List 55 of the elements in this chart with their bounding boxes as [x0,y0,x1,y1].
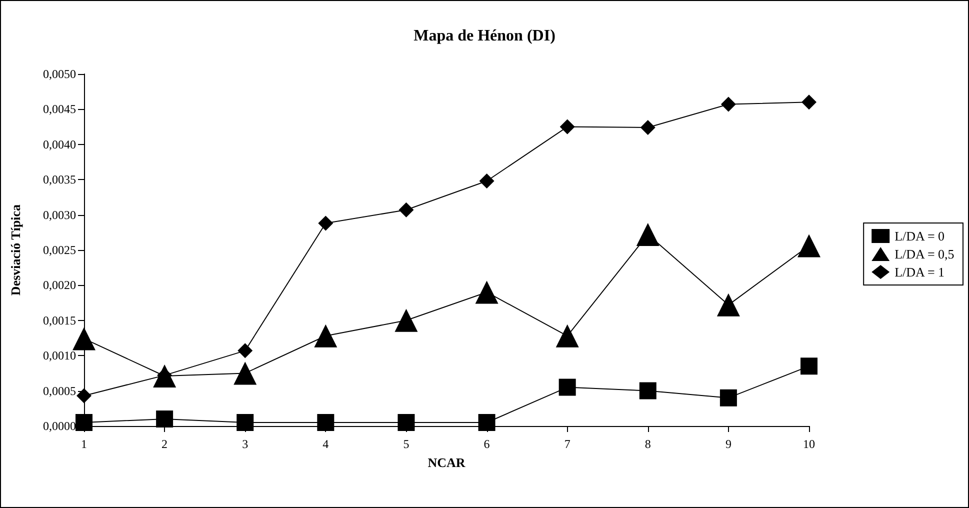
point [236,414,254,431]
point [802,94,816,110]
y-tick-label: 0,0025 [43,243,76,257]
point [716,293,740,316]
point [317,414,334,431]
point [398,414,415,431]
x-tick-label: 5 [403,437,410,451]
x-tick-label: 8 [644,437,651,451]
x-tick-label: 7 [564,437,570,451]
x-tick-label: 4 [322,437,329,451]
y-axis-title: Desviació Típica [8,204,23,296]
point [798,234,820,258]
point [394,308,418,332]
point [156,410,174,428]
point [76,388,92,404]
legend-label: L/DA = 1 [894,264,945,280]
point [72,327,96,350]
point [640,120,656,136]
point [314,324,338,348]
point [234,362,257,385]
point [556,324,579,348]
point [636,223,660,246]
y-tick-label: 0,0000 [43,419,76,433]
y-tick-label: 0,0005 [43,384,76,398]
point [479,174,494,189]
point [475,280,498,304]
x-tick-label: 3 [242,437,248,451]
point [639,382,656,400]
y-tick-label: 0,0040 [43,137,76,152]
legend-label: L/DA = 0 [894,228,945,244]
x-tick-label: 10 [803,437,815,451]
point [478,414,496,431]
point [720,96,736,112]
y-tick-label: 0,0050 [43,67,76,81]
point [398,202,414,218]
y-tick-label: 0,0045 [43,102,76,116]
x-axis-title: NCAR [428,455,466,470]
x-tick-label: 1 [81,437,87,451]
x-tick-label: 9 [725,437,732,451]
x-tick-label: 6 [484,437,490,451]
y-tick-label: 0,0020 [43,278,76,292]
point [558,378,576,396]
point [800,358,818,375]
y-tick-label: 0,0010 [43,348,76,363]
point [238,343,253,358]
x-tick-label: 2 [162,437,168,451]
y-tick-label: 0,0015 [43,313,76,328]
y-tick-label: 0,0035 [43,172,76,187]
chart-title: Mapa de Hénon (DI) [414,28,556,44]
legend-label: L/DA = 0,5 [894,246,954,262]
point [76,414,92,431]
point [560,119,575,134]
y-tick-label: 0,0030 [43,208,76,222]
point [318,216,334,231]
point [720,389,737,406]
